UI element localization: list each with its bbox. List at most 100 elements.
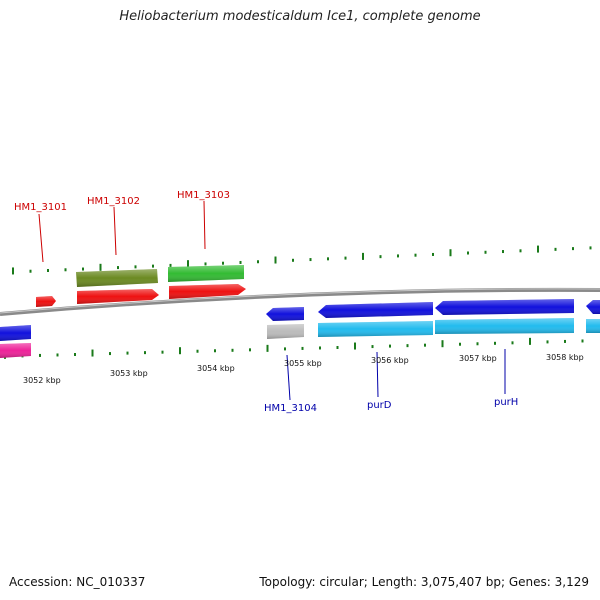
gene-feature-purH[interactable]: [435, 299, 574, 315]
genome-backbone: [0, 287, 600, 316]
tick-top-minor: [257, 260, 259, 264]
tick-bottom-minor: [231, 348, 234, 352]
accession-text: Accession: NC_010337: [9, 575, 146, 589]
tick-bottom-minor: [494, 341, 496, 345]
tick-bottom-minor: [389, 344, 391, 348]
tick-bottom-major: [529, 337, 531, 345]
gene-feature-red-3103[interactable]: [169, 284, 246, 299]
scale-label-3053: 3053 kbp: [110, 369, 148, 378]
tick-top-minor: [29, 269, 32, 273]
tick-top-minor: [467, 251, 469, 255]
tick-bottom-minor: [564, 339, 566, 343]
tick-bottom-minor: [319, 346, 321, 350]
gene-label-hm1-3102: HM1_3102: [87, 196, 140, 207]
scale-label-3055: 3055 kbp: [284, 359, 322, 368]
tick-top-minor: [432, 252, 434, 256]
scale-label-3058: 3058 kbp: [546, 353, 584, 362]
tick-top-minor: [152, 264, 154, 268]
gene-feature-olive[interactable]: [76, 269, 158, 287]
leader-line-hm1-3101: [38, 213, 44, 263]
tick-top-minor: [589, 246, 592, 250]
tick-top-minor: [47, 269, 49, 272]
tick-top-minor: [554, 247, 557, 251]
tick-top-minor: [82, 267, 84, 271]
gene-feature-blue-3104[interactable]: [266, 307, 304, 321]
gene-feature-cyan-purD[interactable]: [318, 321, 433, 337]
leader-line-hm1-3103: [203, 200, 206, 250]
tick-row-top: [12, 245, 592, 275]
tick-top-minor: [572, 247, 574, 251]
tick-bottom-major: [91, 349, 94, 357]
scale-label-3057: 3057 kbp: [459, 354, 497, 363]
tick-bottom-minor: [56, 353, 59, 357]
tick-top-minor: [379, 255, 382, 259]
tick-top-minor: [204, 262, 207, 266]
tick-top-minor: [397, 254, 399, 258]
tick-bottom-minor: [581, 339, 584, 343]
gene-feature-purD[interactable]: [318, 302, 433, 318]
tick-bottom-minor: [284, 347, 286, 351]
gene-label-hm1-3103: HM1_3103: [177, 190, 230, 201]
scale-label-3056: 3056 kbp: [371, 356, 409, 365]
tick-bottom-minor: [126, 351, 129, 355]
tick-top-major: [449, 249, 452, 257]
gene-feature-magenta[interactable]: [0, 343, 31, 358]
scale-label-3052: 3052 kbp: [23, 376, 61, 385]
tick-bottom-major: [441, 340, 444, 348]
gene-feature-red-3102[interactable]: [77, 289, 159, 304]
tick-top-major: [12, 267, 14, 275]
tick-bottom-minor: [406, 344, 409, 348]
tick-top-major: [187, 260, 189, 268]
gene-feature-cyan-purH[interactable]: [435, 318, 574, 334]
tick-bottom-minor: [196, 349, 199, 353]
tick-top-major: [362, 252, 364, 260]
tick-top-minor: [239, 260, 242, 264]
tick-bottom-minor: [144, 351, 146, 355]
genome-backbone-highlight: [0, 288, 600, 314]
tick-top-minor: [327, 257, 329, 261]
gene-feature-gray[interactable]: [267, 324, 304, 339]
topology-text: Topology: circular; Length: 3,075,407 bp…: [259, 575, 589, 589]
gene-feature-green[interactable]: [168, 265, 244, 282]
gene-label-purh: purH: [494, 397, 518, 408]
tick-top-minor: [519, 249, 522, 253]
tick-top-minor: [344, 256, 347, 260]
tick-bottom-minor: [476, 342, 479, 346]
tick-bottom-minor: [109, 352, 111, 356]
tick-top-major: [274, 256, 277, 264]
leader-line-purd: [376, 351, 379, 398]
tick-bottom-minor: [301, 346, 304, 350]
tick-top-minor: [309, 258, 312, 262]
tick-bottom-minor: [214, 349, 216, 353]
tick-bottom-minor: [39, 353, 41, 357]
tick-top-minor: [64, 268, 67, 272]
tick-top-minor: [134, 265, 137, 269]
gene-feature-red-small[interactable]: [36, 296, 56, 307]
tick-top-minor: [169, 263, 172, 267]
tick-bottom-minor: [459, 342, 461, 346]
tick-bottom-major: [266, 344, 269, 352]
tick-bottom-minor: [336, 346, 339, 349]
gene-label-purd: purD: [367, 400, 392, 411]
tick-top-major: [99, 263, 102, 271]
tick-bottom-minor: [424, 343, 426, 347]
leader-line-hm1-3102: [113, 206, 117, 256]
tick-bottom-major: [354, 342, 356, 350]
gene-feature-blue-left[interactable]: [0, 325, 31, 341]
gene-feature-blue-right[interactable]: [586, 300, 600, 314]
map-title: Heliobacterium modesticaldum Ice1, compl…: [119, 9, 481, 24]
tick-top-minor: [292, 258, 294, 262]
tick-top-major: [537, 245, 539, 253]
scale-label-3054: 3054 kbp: [197, 364, 235, 373]
leader-line-hm1-3104: [286, 354, 291, 401]
tick-bottom-minor: [546, 340, 549, 344]
gene-label-hm1-3101: HM1_3101: [14, 202, 67, 213]
gene-label-hm1-3104: HM1_3104: [264, 403, 317, 414]
tick-bottom-minor: [249, 348, 251, 352]
tick-bottom-minor: [511, 341, 514, 345]
gene-feature-cyan-right[interactable]: [586, 319, 600, 333]
tick-bottom-minor: [371, 345, 374, 349]
tick-top-minor: [117, 266, 119, 270]
tick-top-minor: [414, 253, 417, 257]
